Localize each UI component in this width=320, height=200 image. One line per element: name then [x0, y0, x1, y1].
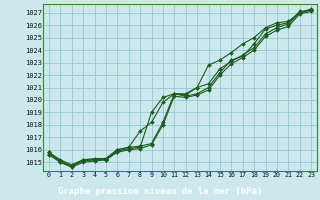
Text: Graphe pression niveau de la mer (hPa): Graphe pression niveau de la mer (hPa): [58, 186, 262, 196]
